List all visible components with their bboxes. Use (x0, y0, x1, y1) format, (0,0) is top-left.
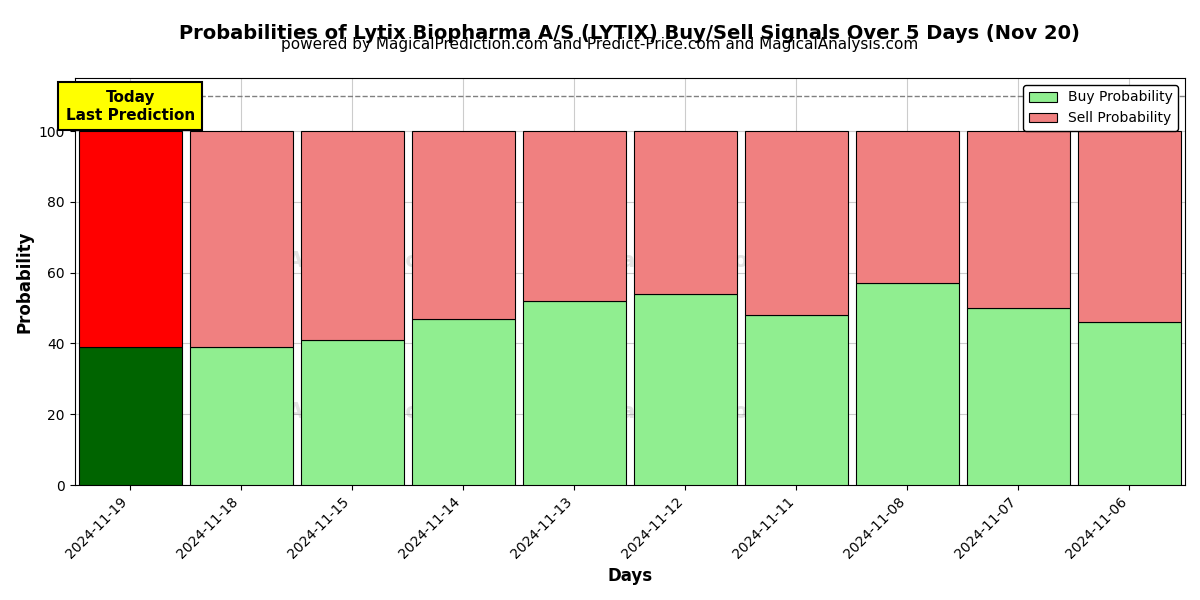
Bar (856, 131, 959, 283)
Bar (412, 131, 515, 319)
Bar (78, 131, 182, 347)
Bar (634, 131, 737, 294)
Bar (1078, 322, 1181, 485)
Y-axis label: Probability: Probability (16, 230, 34, 333)
Bar (412, 319, 515, 485)
Bar (634, 294, 737, 485)
Bar (190, 347, 293, 485)
Bar (745, 315, 848, 485)
Legend: Buy Probability, Sell Probability: Buy Probability, Sell Probability (1024, 85, 1178, 131)
X-axis label: Days: Days (607, 567, 653, 585)
Bar (856, 283, 959, 485)
Bar (523, 131, 626, 301)
Text: MagicalPrediction.com: MagicalPrediction.com (552, 402, 818, 422)
Text: MagicalAnalysis.com: MagicalAnalysis.com (197, 402, 442, 422)
Bar (301, 131, 404, 340)
Bar (78, 347, 182, 485)
Bar (967, 131, 1070, 308)
Bar (301, 340, 404, 485)
Text: MagicalAnalysis.com: MagicalAnalysis.com (197, 251, 442, 271)
Bar (190, 131, 293, 347)
Bar (967, 308, 1070, 485)
Bar (523, 301, 626, 485)
Bar (745, 131, 848, 315)
Title: Probabilities of Lytix Biopharma A/S (LYTIX) Buy/Sell Signals Over 5 Days (Nov 2: Probabilities of Lytix Biopharma A/S (LY… (179, 24, 1080, 43)
Text: powered by MagicalPrediction.com and Predict-Price.com and MagicalAnalysis.com: powered by MagicalPrediction.com and Pre… (281, 37, 919, 52)
Bar (1078, 131, 1181, 322)
Text: Today
Last Prediction: Today Last Prediction (66, 90, 194, 122)
Text: MagicalPrediction.com: MagicalPrediction.com (552, 251, 818, 271)
